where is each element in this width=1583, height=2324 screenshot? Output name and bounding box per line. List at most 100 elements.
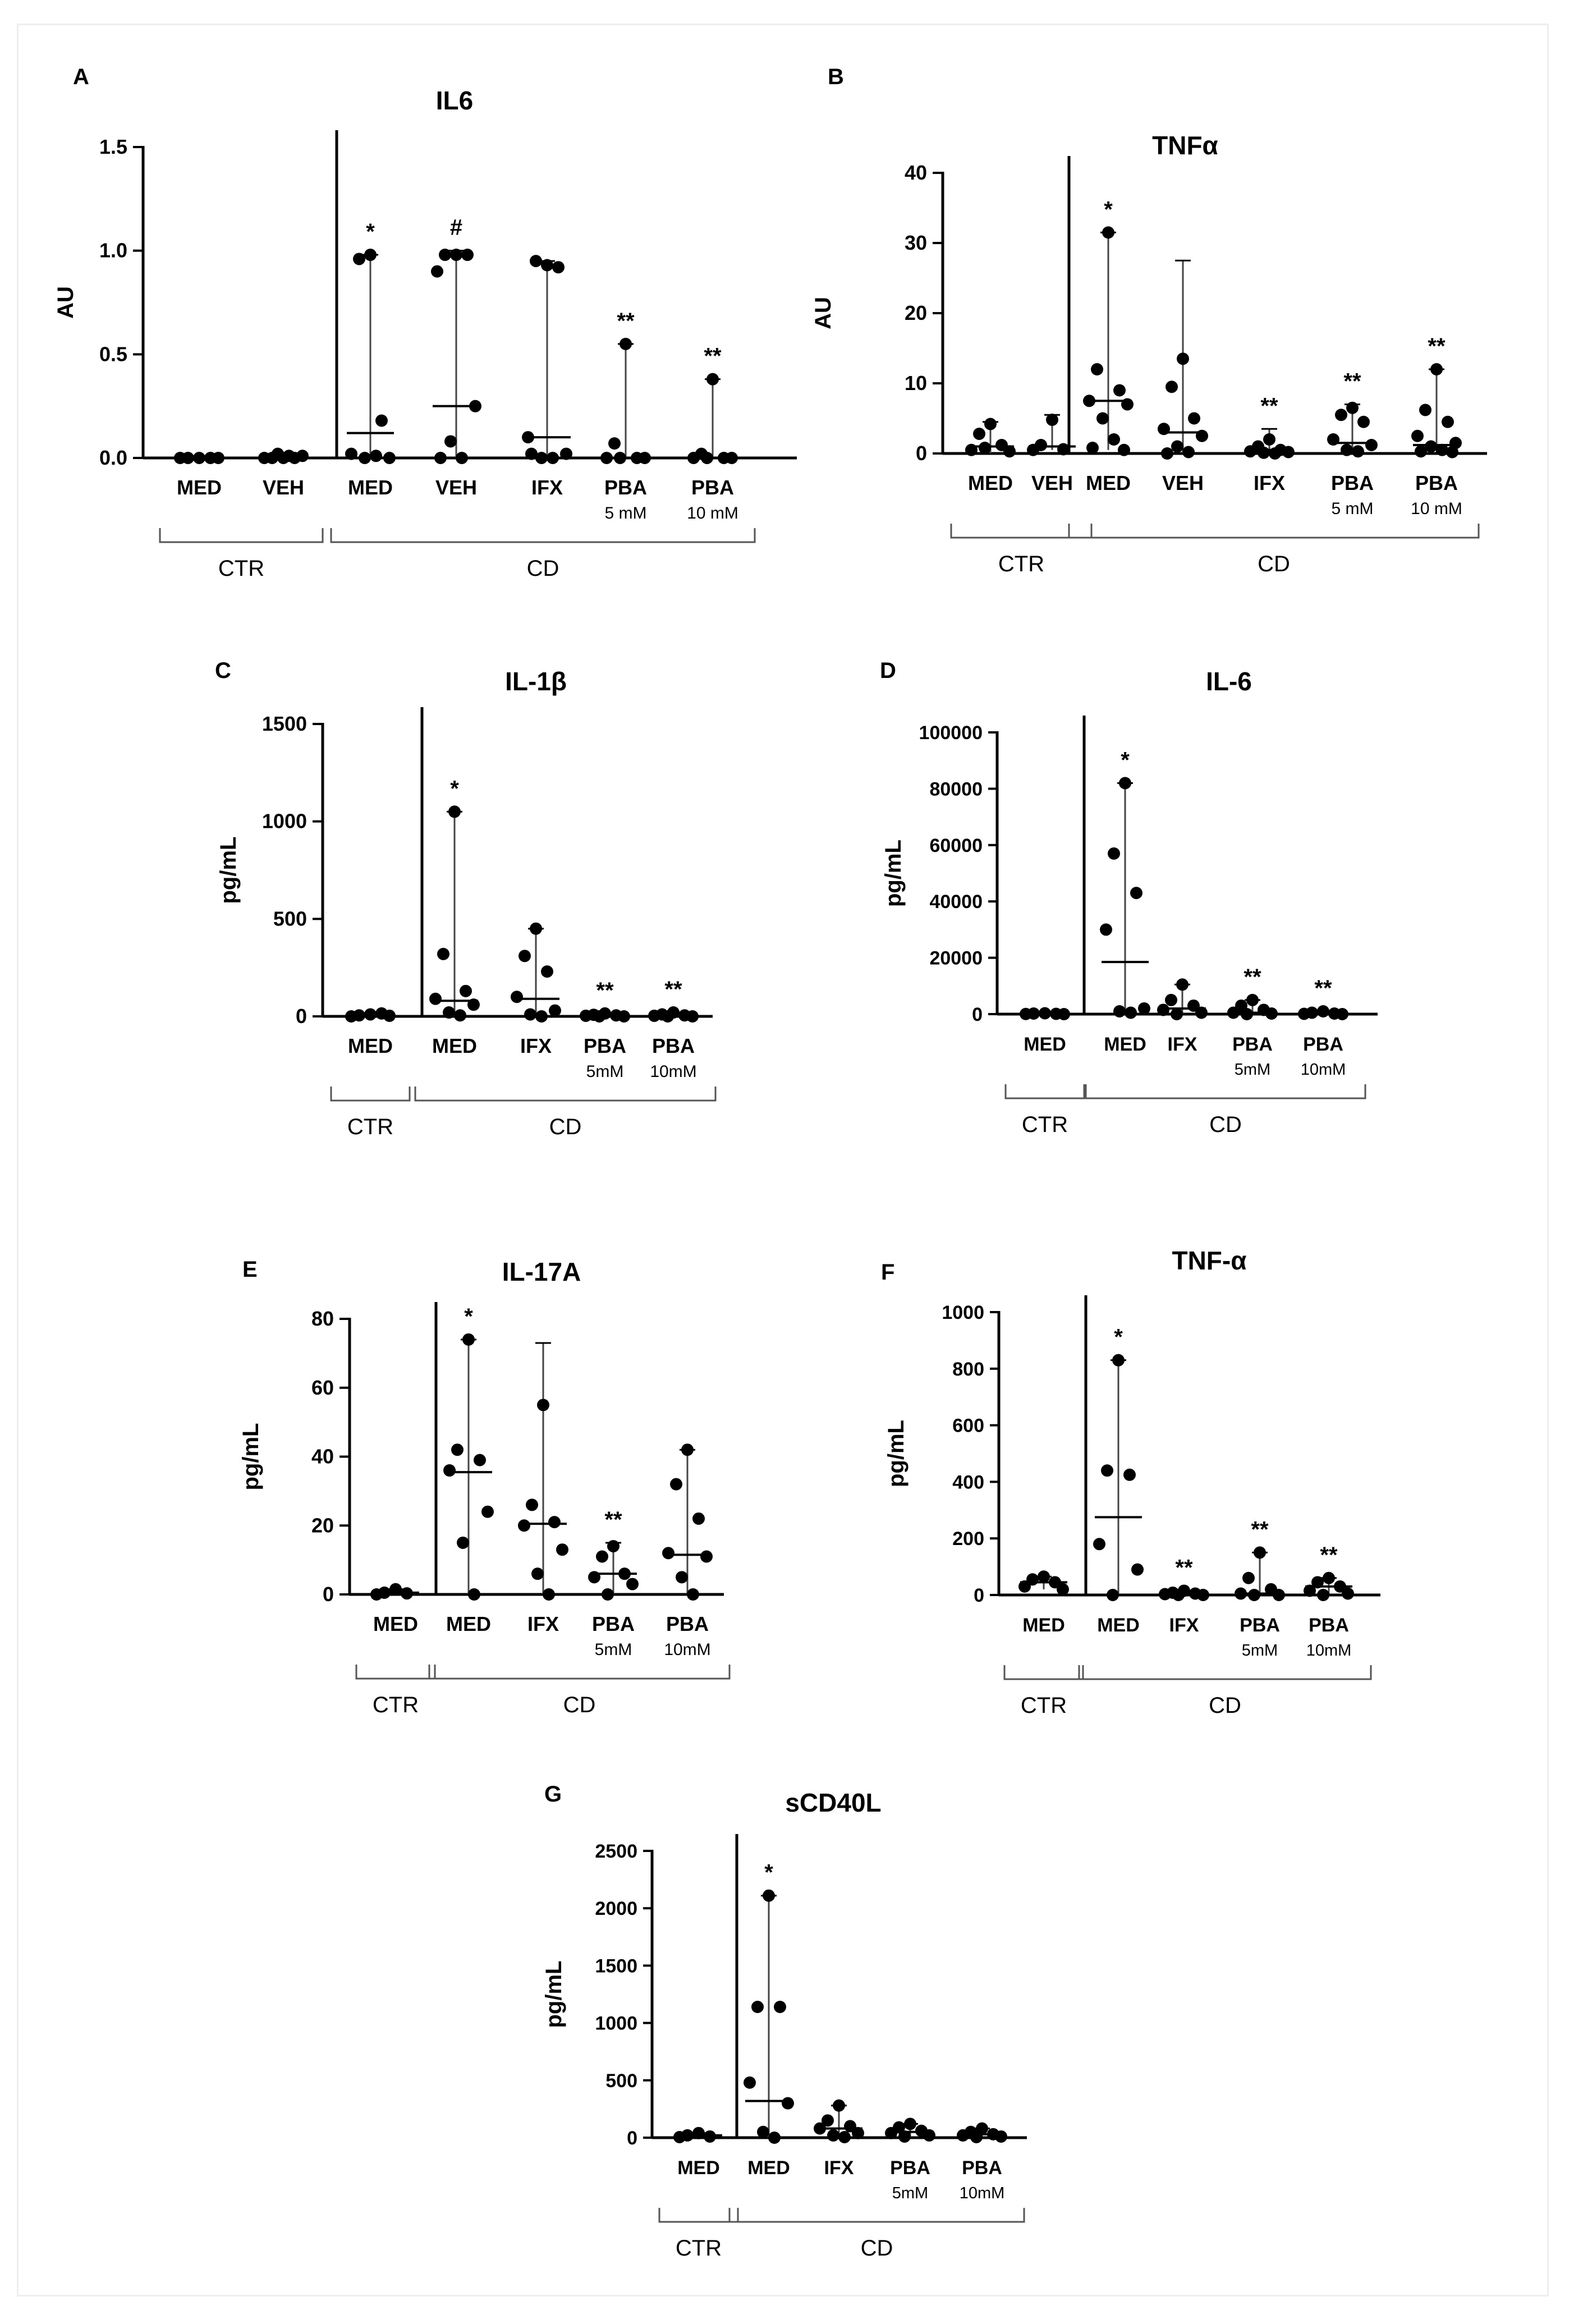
y-axis-label: pg/mL (238, 1423, 263, 1491)
data-point (1172, 1589, 1185, 1601)
data-point (537, 1399, 549, 1411)
ctr-label: CTR (347, 1115, 393, 1139)
x-tick-label: IFX (527, 1612, 559, 1635)
data-group: ** PBA 10 mM (687, 344, 738, 522)
data-point (1346, 401, 1359, 414)
data-point (457, 1536, 469, 1549)
data-point (763, 1889, 775, 1902)
data-point (814, 2122, 826, 2135)
y-tick-label: 500 (605, 2070, 637, 2092)
data-point (193, 452, 205, 464)
data-point (1131, 1563, 1144, 1576)
data-point (1091, 363, 1103, 375)
significance-mark: ** (1260, 393, 1278, 418)
data-point (519, 950, 531, 962)
y-tick-label: 20 (905, 301, 927, 324)
panel-letter: E (242, 1257, 258, 1282)
y-tick-label: 1500 (262, 712, 307, 735)
data-point (524, 1008, 536, 1021)
data-group: ** PBA 5mM (580, 978, 630, 1081)
data-group: MED (1020, 1007, 1070, 1055)
data-point (1176, 978, 1189, 991)
data-point (1430, 363, 1443, 375)
data-point (547, 452, 559, 464)
cd-bracket (728, 2208, 1025, 2223)
data-point (530, 922, 542, 935)
ctr-bracket (658, 2208, 739, 2223)
data-point (687, 1588, 699, 1601)
y-tick-label: 0 (974, 1585, 984, 1606)
y-tick-label: 40 (311, 1445, 334, 1468)
y-tick-label: 1000 (262, 810, 307, 833)
data-group: PBA 10mM (662, 1443, 713, 1659)
cd-bracket (428, 1665, 731, 1680)
data-point (620, 337, 632, 350)
x-tick-label: PBA (584, 1034, 626, 1057)
y-axis-label: AU (53, 286, 78, 319)
data-group: MED (965, 418, 1016, 494)
data-group: ** PBA 5mM (588, 1507, 639, 1659)
x-tick-sublabel: 10 mM (1411, 499, 1462, 518)
y-tick-label: 800 (952, 1359, 984, 1380)
significance-mark: * (366, 219, 375, 244)
data-point (1244, 445, 1256, 458)
x-tick-label: PBA (962, 2157, 1002, 2179)
cd-label: CD (527, 556, 559, 581)
data-point (1258, 446, 1270, 459)
x-tick-label: VEH (435, 476, 477, 499)
data-point (345, 447, 357, 460)
significance-mark: ** (617, 309, 635, 333)
cd-bracket (414, 1087, 717, 1102)
x-tick-label: IFX (1169, 1615, 1199, 1636)
data-group: * MED (1083, 197, 1134, 494)
x-tick-label: PBA (1232, 1034, 1273, 1055)
data-point (676, 1571, 688, 1584)
y-tick-label: 1000 (942, 1302, 984, 1323)
y-tick-label: 20000 (929, 948, 983, 969)
data-point (1265, 1007, 1278, 1020)
y-tick-label: 0.5 (99, 342, 127, 365)
data-point (885, 2126, 897, 2139)
data-point (1246, 993, 1259, 1006)
y-tick-label: 100000 (919, 722, 983, 744)
x-tick-label: MED (1097, 1615, 1140, 1636)
data-group: ** IFX (1159, 1555, 1209, 1636)
x-tick-label: PBA (1331, 471, 1374, 494)
panel-letter: F (881, 1260, 894, 1285)
data-point (345, 1010, 357, 1023)
data-group: ** PBA 5 mM (600, 309, 651, 522)
data-point (822, 2114, 834, 2127)
data-point (1121, 398, 1134, 411)
x-tick-label: VEH (263, 476, 304, 499)
significance-mark: ** (1320, 1543, 1338, 1567)
data-group: IFX (1157, 978, 1208, 1055)
y-axis-label: pg/mL (216, 837, 241, 904)
data-point (618, 1010, 630, 1023)
ctr-bracket (1003, 1665, 1084, 1680)
y-tick-label: 40000 (929, 891, 983, 913)
data-point (1411, 429, 1424, 442)
panel-letter: G (544, 1782, 562, 1807)
x-tick-label: MED (446, 1612, 491, 1635)
data-point (1096, 412, 1109, 425)
data-point (1166, 381, 1178, 393)
x-tick-label: PBA (1240, 1615, 1280, 1636)
data-point (530, 255, 542, 268)
data-group: * MED (744, 1860, 794, 2179)
ctr-label: CTR (373, 1693, 419, 1717)
data-group: * MED (429, 776, 480, 1057)
cd-label: CD (1258, 552, 1290, 576)
x-tick-label: IFX (1254, 471, 1285, 494)
data-point (431, 265, 443, 278)
cd-bracket (330, 528, 756, 543)
data-point (1026, 1573, 1039, 1586)
x-tick-label: IFX (824, 2157, 854, 2179)
y-tick-label: 60 (311, 1376, 334, 1399)
cd-bracket (1068, 524, 1480, 539)
chart-title: IL6 (436, 86, 473, 115)
data-point (1018, 1580, 1031, 1593)
data-point (1357, 415, 1370, 428)
data-group: * MED (1093, 1325, 1144, 1636)
data-point (1263, 433, 1275, 446)
x-tick-label: PBA (666, 1612, 709, 1635)
